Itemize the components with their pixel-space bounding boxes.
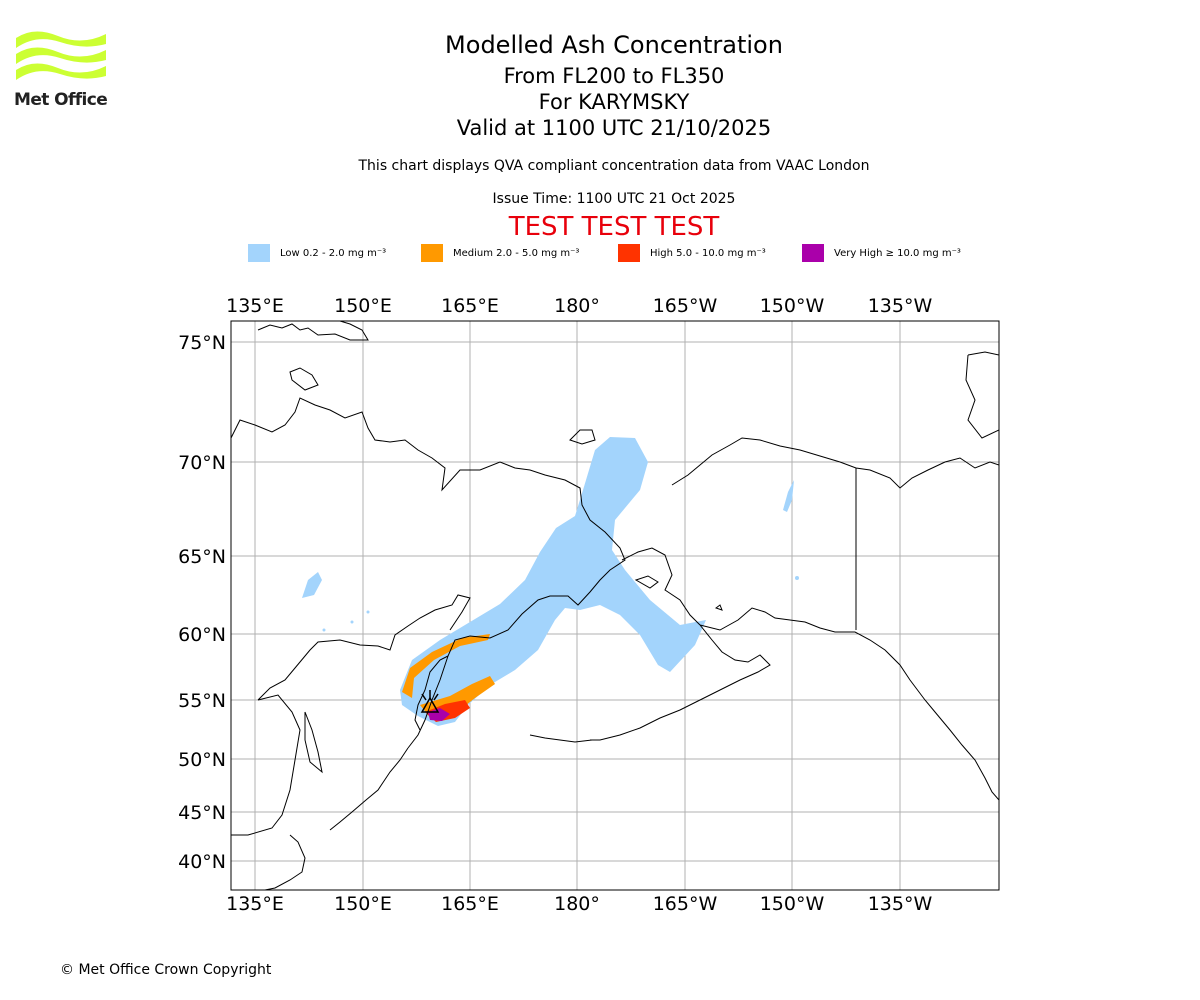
chart-title: Modelled Ash Concentration	[445, 31, 783, 59]
lat-label-45n: 45°N	[178, 802, 226, 824]
lon-label-bottom-150e: 150°E	[334, 893, 392, 915]
lat-label-55n: 55°N	[178, 690, 226, 712]
map-gridlines	[231, 321, 999, 890]
map-frame	[230, 320, 1000, 891]
legend-label-very-high: Very High ≥ 10.0 mg m⁻³	[834, 247, 961, 259]
volcano-marker-icon	[420, 690, 440, 713]
legend-swatch-high	[618, 244, 640, 262]
ash-low	[302, 437, 799, 726]
lon-label-bottom-165w: 165°W	[653, 893, 718, 915]
lon-label-bottom-150w: 150°W	[760, 893, 825, 915]
legend-label-medium: Medium 2.0 - 5.0 mg m⁻³	[453, 247, 580, 259]
lon-label-top-135e: 135°E	[226, 295, 284, 317]
lat-label-70n: 70°N	[178, 452, 226, 474]
copyright: © Met Office Crown Copyright	[60, 962, 272, 978]
legend-label-high: High 5.0 - 10.0 mg m⁻³	[650, 247, 766, 259]
lat-label-50n: 50°N	[178, 749, 226, 771]
legend-swatch-very-high	[802, 244, 824, 262]
lon-label-top-165e: 165°E	[441, 295, 499, 317]
lon-label-bottom-135e: 135°E	[226, 893, 284, 915]
legend-label-low: Low 0.2 - 2.0 mg m⁻³	[280, 247, 387, 259]
lat-label-40n: 40°N	[178, 851, 226, 873]
valid-time: Valid at 1100 UTC 21/10/2025	[456, 116, 772, 140]
logo-text: Met Office	[14, 90, 108, 110]
lat-label-75n: 75°N	[178, 332, 226, 354]
coastlines	[231, 321, 999, 890]
legend-swatch-low	[248, 244, 270, 262]
lon-label-bottom-165e: 165°E	[441, 893, 499, 915]
lon-label-bottom-135w: 135°W	[868, 893, 933, 915]
lat-label-60n: 60°N	[178, 624, 226, 646]
lon-label-top-150e: 150°E	[334, 295, 392, 317]
met-office-logo: Met Office	[14, 28, 110, 116]
legend-item-medium: Medium 2.0 - 5.0 mg m⁻³	[421, 244, 579, 262]
legend-item-high: High 5.0 - 10.0 mg m⁻³	[618, 244, 766, 262]
volcano-name: For KARYMSKY	[538, 90, 690, 114]
lon-label-top-150w: 150°W	[760, 295, 825, 317]
met-office-waves-icon	[16, 31, 106, 80]
lon-label-bottom-180: 180°	[554, 893, 600, 915]
test-banner: TEST TEST TEST	[508, 212, 720, 242]
flight-levels: From FL200 to FL350	[503, 64, 725, 88]
lon-label-top-180: 180°	[554, 295, 600, 317]
issue-time: Issue Time: 1100 UTC 21 Oct 2025	[492, 191, 736, 207]
lon-label-top-165w: 165°W	[653, 295, 718, 317]
lon-label-top-135w: 135°W	[868, 295, 933, 317]
legend-swatch-medium	[421, 244, 443, 262]
legend-item-low: Low 0.2 - 2.0 mg m⁻³	[248, 244, 386, 262]
legend-item-very-high: Very High ≥ 10.0 mg m⁻³	[802, 244, 961, 262]
lat-label-65n: 65°N	[178, 546, 226, 568]
chart-subtitle: This chart displays QVA compliant concen…	[358, 158, 870, 174]
